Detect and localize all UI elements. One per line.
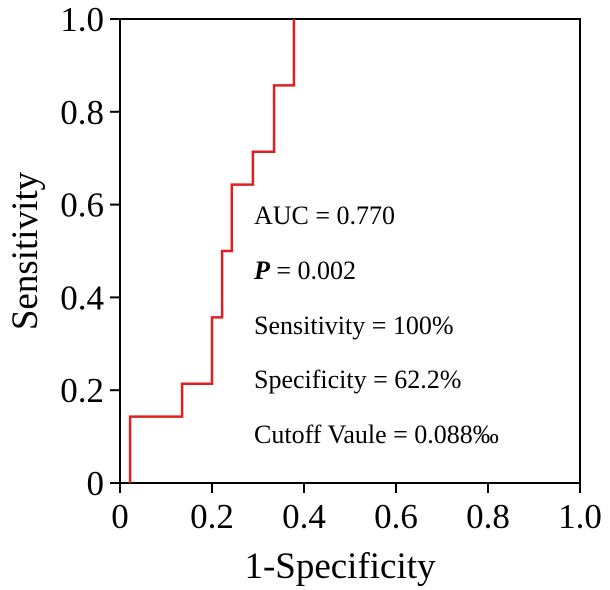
p-label: P — [253, 256, 271, 285]
specificity-annotation: Specificity = 62.2% — [254, 365, 461, 394]
y-axis-ticks: 0 0.2 0.4 0.6 0.8 1.0 — [60, 0, 120, 503]
y-tick-label: 0.4 — [60, 278, 104, 317]
y-tick-label: 0 — [87, 464, 105, 503]
y-tick-label: 0.8 — [60, 93, 104, 132]
p-value-annotation: P = 0.002 — [253, 256, 356, 285]
x-tick-label: 0.4 — [282, 497, 326, 536]
y-tick-label: 0.6 — [60, 186, 104, 225]
series-layer — [128, 19, 296, 483]
p-value: = 0.002 — [270, 256, 356, 285]
y-tick-label: 1.0 — [60, 0, 104, 39]
y-axis-title: Sensitivity — [5, 171, 46, 330]
x-tick-label: 0.8 — [466, 497, 510, 536]
x-tick-label: 0.2 — [190, 497, 234, 536]
x-axis-title: 1-Specificity — [244, 546, 436, 587]
cutoff-annotation: Cutoff Vaule = 0.088‰ — [254, 420, 499, 449]
roc-curve-line — [128, 19, 296, 483]
x-tick-label: 0.6 — [374, 497, 418, 536]
auc-annotation: AUC = 0.770 — [254, 201, 395, 230]
x-tick-label: 1.0 — [558, 497, 602, 536]
x-tick-label: 0 — [111, 497, 129, 536]
y-tick-label: 0.2 — [60, 371, 104, 410]
sensitivity-annotation: Sensitivity = 100% — [254, 311, 454, 340]
plot-frame — [119, 18, 581, 484]
x-axis-ticks: 0 0.2 0.4 0.6 0.8 1.0 — [111, 483, 602, 536]
